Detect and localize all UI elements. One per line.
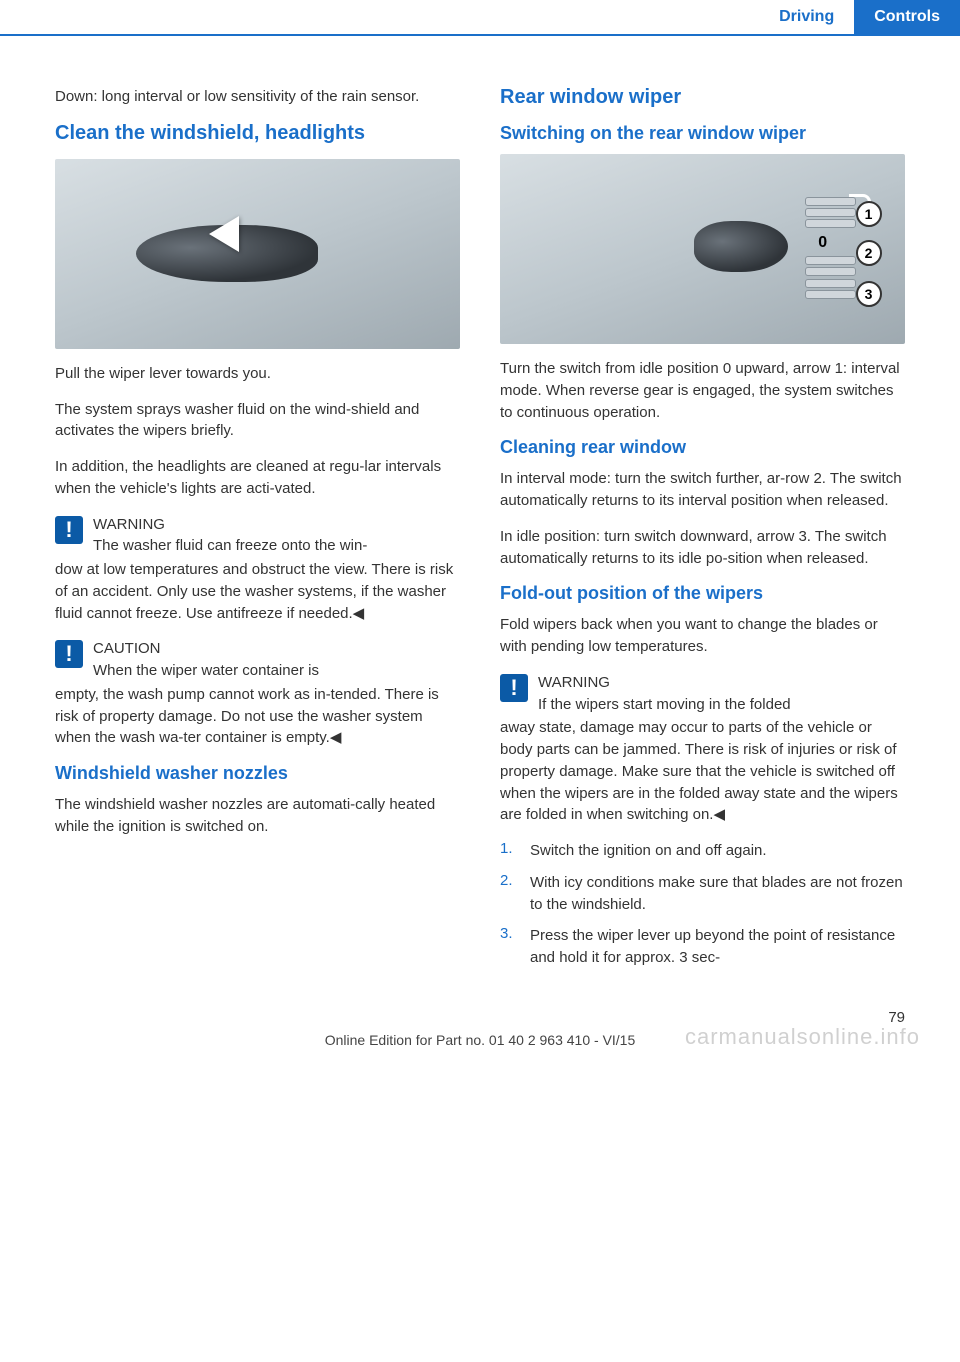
caution-lead: When the wiper water container is <box>93 660 319 682</box>
caution-body: empty, the wash pump cannot work as in‐t… <box>55 684 460 749</box>
heading-rear-wiper: Rear window wiper <box>500 86 905 109</box>
warning-body-right: away state, damage may occur to parts of… <box>500 717 905 826</box>
step-1: 1. Switch the ignition on and off again. <box>500 840 905 862</box>
heading-fold-out: Fold-out position of the wipers <box>500 583 905 604</box>
page-number: 79 <box>55 1009 905 1026</box>
warning-icon: ! <box>500 674 528 702</box>
marker-0: 0 <box>818 234 827 252</box>
ridge-icon <box>805 279 856 288</box>
step-text: Press the wiper lever up beyond the poin… <box>530 925 905 969</box>
ridge-icon <box>805 219 856 228</box>
switch-knob <box>694 221 788 272</box>
caution-title: CAUTION <box>93 638 319 660</box>
page-footer: 79 Online Edition for Part no. 01 40 2 9… <box>0 1009 960 1068</box>
warning-body: dow at low temperatures and obstruct the… <box>55 559 460 624</box>
page-header: Driving Controls <box>0 0 960 36</box>
tab-controls: Controls <box>854 0 960 34</box>
warning-icon: ! <box>55 516 83 544</box>
step-number: 1. <box>500 840 516 862</box>
turn-switch-text: Turn the switch from idle position 0 upw… <box>500 358 905 423</box>
fold-text: Fold wipers back when you want to change… <box>500 614 905 658</box>
switch-assembly: 0 1 2 3 <box>694 192 864 306</box>
intro-text: Down: long interval or low sensitivity o… <box>55 86 460 108</box>
warning-title-right: WARNING <box>538 672 791 694</box>
warning-title: WARNING <box>93 514 367 536</box>
left-column: Down: long interval or low sensitivity o… <box>55 86 460 979</box>
marker-3: 3 <box>856 281 882 307</box>
tab-driving: Driving <box>759 0 854 34</box>
marker-1: 1 <box>856 201 882 227</box>
step-number: 2. <box>500 872 516 916</box>
spray-text: The system sprays washer fluid on the wi… <box>55 399 460 443</box>
heading-switch-on: Switching on the rear window wiper <box>500 123 905 144</box>
heading-nozzles: Windshield washer nozzles <box>55 763 460 784</box>
figure-wiper-lever <box>55 159 460 349</box>
figure-rear-switch: 0 1 2 3 <box>500 154 905 344</box>
headlights-text: In addition, the headlights are cleaned … <box>55 456 460 500</box>
marker-2: 2 <box>856 240 882 266</box>
right-column: Rear window wiper Switching on the rear … <box>500 86 905 979</box>
heading-cleaning-rear: Cleaning rear window <box>500 437 905 458</box>
step-3: 3. Press the wiper lever up beyond the p… <box>500 925 905 969</box>
step-number: 3. <box>500 925 516 969</box>
warning-block: ! WARNING The washer fluid can freeze on… <box>55 514 460 558</box>
caution-icon: ! <box>55 640 83 668</box>
caution-block: ! CAUTION When the wiper water container… <box>55 638 460 682</box>
warning-lead-right: If the wipers start moving in the folded <box>538 694 791 716</box>
warning-lead: The washer fluid can freeze onto the win… <box>93 535 367 557</box>
step-text: With icy conditions make sure that blade… <box>530 872 905 916</box>
edition-line: Online Edition for Part no. 01 40 2 963 … <box>55 1032 905 1048</box>
step-text: Switch the ignition on and off again. <box>530 840 767 862</box>
arrow-icon <box>209 216 239 252</box>
ridge-icon <box>805 256 856 265</box>
ridge-icon <box>805 267 856 276</box>
ridge-icon <box>805 290 856 299</box>
idle-text: In idle position: turn switch downward, … <box>500 526 905 570</box>
pull-lever-text: Pull the wiper lever towards you. <box>55 363 460 385</box>
warning-block-right: ! WARNING If the wipers start moving in … <box>500 672 905 716</box>
page-body: Down: long interval or low sensitivity o… <box>0 36 960 1009</box>
nozzles-text: The windshield washer nozzles are automa… <box>55 794 460 838</box>
heading-clean-windshield: Clean the windshield, headlights <box>55 122 460 145</box>
interval-text: In interval mode: turn the switch furthe… <box>500 468 905 512</box>
step-2: 2. With icy conditions make sure that bl… <box>500 872 905 916</box>
